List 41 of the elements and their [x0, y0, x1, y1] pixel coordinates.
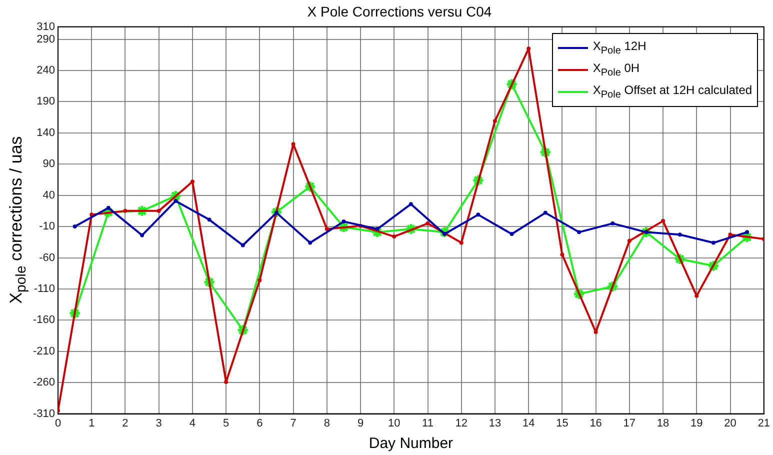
legend-label: X$_{Pole}$ 12H [592, 39, 646, 56]
y-tick-label: -160 [32, 314, 56, 326]
x-tick-label: 10 [388, 417, 400, 430]
x-tick-label: 19 [690, 417, 703, 430]
y-tick-label: 310 [36, 20, 56, 33]
x-tick-label: 8 [324, 417, 330, 430]
y-tick-label: 240 [36, 64, 56, 77]
y-tick-label: 90 [42, 158, 56, 170]
x-tick-label: 12 [455, 417, 468, 430]
x-tick-label: 0 [54, 417, 62, 430]
x-tick-label: 11 [422, 417, 434, 430]
x-tick-label: 3 [156, 417, 162, 430]
x-tick-label: 17 [623, 417, 636, 430]
y-tick-label: 290 [36, 33, 56, 46]
x-tick-label: 7 [290, 417, 296, 430]
x-tick-label: 4 [189, 417, 196, 430]
y-tick-label: -260 [32, 376, 56, 389]
x-tick-label: 15 [556, 417, 568, 430]
y-tick-label: -310 [32, 408, 56, 420]
x-tick-label: 21 [758, 417, 770, 430]
y-tick-label: -10 [39, 220, 56, 233]
x-tick-label: 20 [724, 417, 736, 430]
chart-title: X Pole Corrections versu C04 [307, 3, 492, 20]
y-tick-label: -110 [34, 282, 56, 295]
legend-label: X$_{Pole}$ 0H [592, 61, 640, 78]
x-tick-label: 9 [357, 417, 364, 430]
legend-label: X$_{Pole}$ Offset at 12H calculated [592, 83, 752, 100]
x-tick-label: 1 [88, 417, 95, 430]
x-tick-label: 2 [122, 417, 128, 430]
x-tick-label: 18 [656, 417, 670, 430]
x-tick-label: 5 [223, 417, 230, 430]
x-tick-label: 6 [256, 417, 263, 430]
y-tick-label: 140 [36, 126, 56, 139]
y-tick-label: 190 [36, 96, 56, 108]
x-axis-title: Day Number [368, 435, 454, 452]
x-tick-label: 13 [488, 417, 502, 430]
x-tick-label: 14 [522, 417, 535, 430]
x-tick-label: 16 [590, 417, 602, 430]
y-tick-label: -210 [32, 345, 56, 358]
y-tick-label: 40 [42, 189, 56, 202]
y-tick-label: -60 [39, 252, 56, 264]
